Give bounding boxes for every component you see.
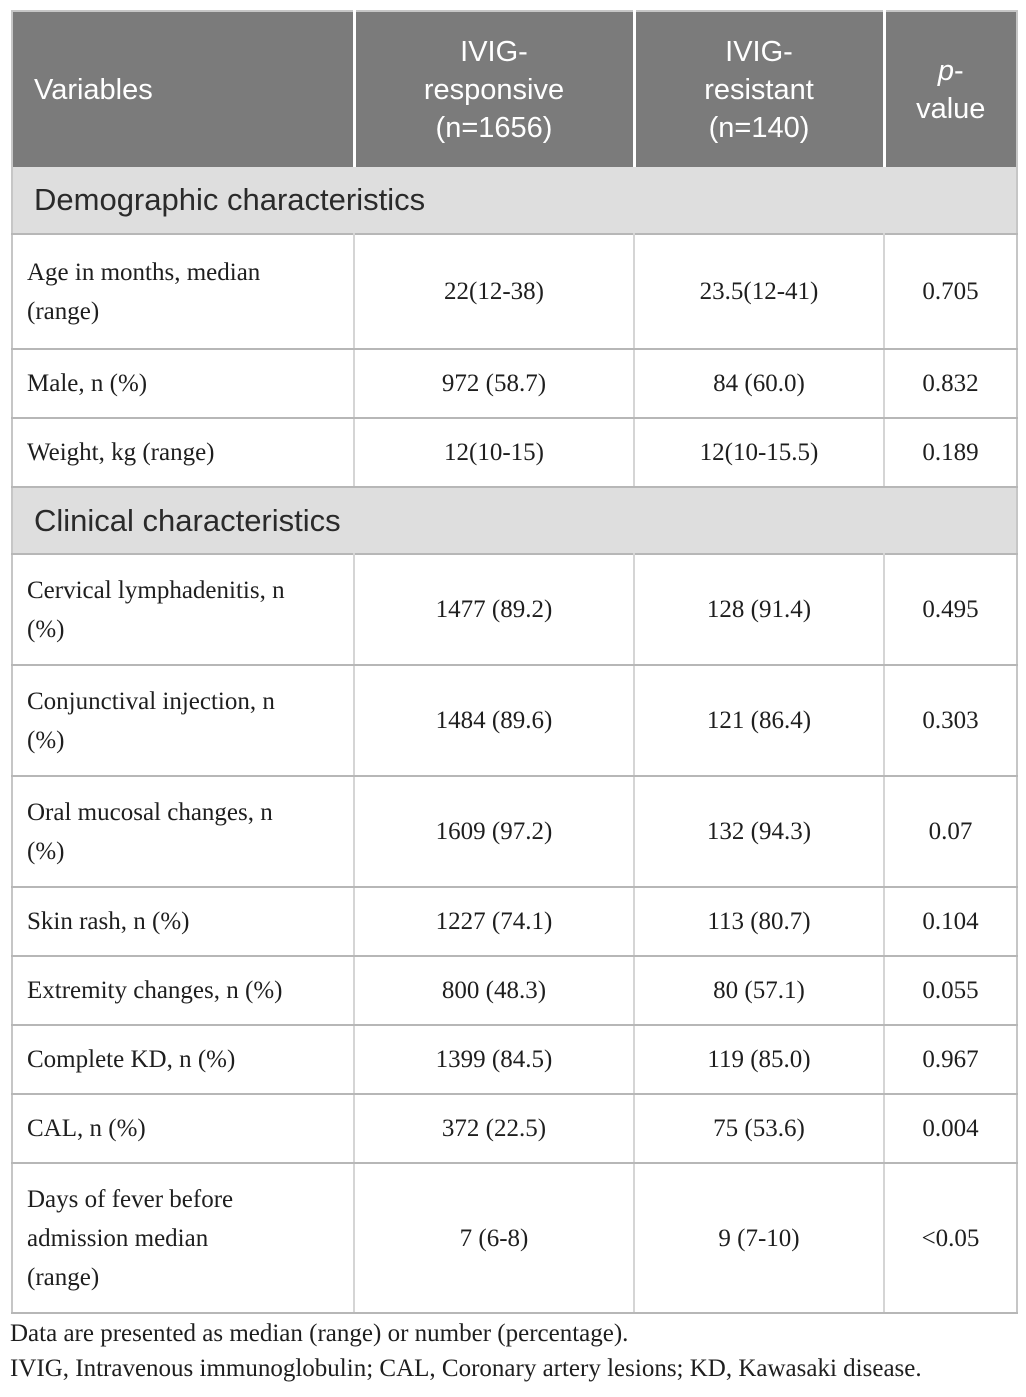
cell-responsive: 22(12-38) <box>353 233 635 350</box>
cell-resistant: 12(10-15.5) <box>633 417 885 488</box>
cell-p-value: <0.05 <box>883 1162 1017 1314</box>
footnote-data-presentation: Data are presented as median (range) or … <box>10 1320 629 1347</box>
header-variables: Variables <box>12 11 354 167</box>
row-label: Extremity changes, n (%) <box>12 955 355 1026</box>
section-clinical: Clinical characteristics <box>12 487 1017 554</box>
cell-resistant: 80 (57.1) <box>633 955 885 1026</box>
header-p-value: p- value <box>882 11 1017 167</box>
footnote-abbreviations: IVIG, Intravenous immunoglobulin; CAL, C… <box>10 1355 922 1382</box>
row-label: Weight, kg (range) <box>12 417 355 488</box>
table-row: Days of fever before admission median (r… <box>12 1162 1017 1314</box>
row-label: Skin rash, n (%) <box>12 886 355 957</box>
cell-p-value: 0.189 <box>883 417 1017 488</box>
table-row: Complete KD, n (%) 1399 (84.5) 119 (85.0… <box>12 1024 1017 1095</box>
cell-p-value: 0.104 <box>883 886 1017 957</box>
cell-resistant: 128 (91.4) <box>633 553 885 666</box>
cell-p-value: 0.967 <box>883 1024 1017 1095</box>
row-label: CAL, n (%) <box>12 1093 355 1164</box>
row-label: Conjunctival injection, n (%) <box>12 664 355 777</box>
cell-responsive: 800 (48.3) <box>353 955 635 1026</box>
header-p-dash: - <box>953 54 964 87</box>
section-demographic: Demographic characteristics <box>12 167 1017 234</box>
table-row: Oral mucosal changes, n (%) 1609 (97.2) … <box>12 775 1017 888</box>
cell-responsive: 1484 (89.6) <box>353 664 635 777</box>
cell-resistant: 119 (85.0) <box>633 1024 885 1095</box>
table-footnotes: Data are presented as median (range) or … <box>10 1316 1020 1386</box>
section-title: Clinical characteristics <box>12 487 1017 554</box>
cell-p-value: 0.055 <box>883 955 1017 1026</box>
cell-p-value: 0.004 <box>883 1093 1017 1164</box>
cell-responsive: 372 (22.5) <box>353 1093 635 1164</box>
table-row: Age in months, median (range) 22(12-38) … <box>12 233 1017 350</box>
table-row: Skin rash, n (%) 1227 (74.1) 113 (80.7) … <box>12 886 1017 957</box>
row-label: Age in months, median (range) <box>12 233 355 350</box>
cell-p-value: 0.705 <box>883 233 1017 350</box>
cell-resistant: 84 (60.0) <box>633 348 885 419</box>
cell-resistant: 9 (7-10) <box>633 1162 885 1314</box>
table-row: Weight, kg (range) 12(10-15) 12(10-15.5)… <box>12 417 1017 488</box>
table-header-row: Variables IVIG- responsive (n=1656) IVIG… <box>12 11 1017 167</box>
cell-p-value: 0.07 <box>883 775 1017 888</box>
table-row: CAL, n (%) 372 (22.5) 75 (53.6) 0.004 <box>12 1093 1017 1164</box>
cell-resistant: 23.5(12-41) <box>633 233 885 350</box>
table-row: Male, n (%) 972 (58.7) 84 (60.0) 0.832 <box>12 348 1017 419</box>
section-title: Demographic characteristics <box>12 167 1017 234</box>
row-label: Complete KD, n (%) <box>12 1024 355 1095</box>
cell-resistant: 121 (86.4) <box>633 664 885 777</box>
cell-resistant: 132 (94.3) <box>633 775 885 888</box>
table-row: Cervical lymphadenitis, n (%) 1477 (89.2… <box>12 553 1017 666</box>
cell-p-value: 0.495 <box>883 553 1017 666</box>
header-p-italic: p <box>937 54 954 87</box>
cell-resistant: 113 (80.7) <box>633 886 885 957</box>
results-table: Variables IVIG- responsive (n=1656) IVIG… <box>11 10 1018 1314</box>
row-label: Oral mucosal changes, n (%) <box>12 775 355 888</box>
cell-responsive: 972 (58.7) <box>353 348 635 419</box>
header-ivig-responsive: IVIG- responsive (n=1656) <box>352 11 634 167</box>
cell-responsive: 1609 (97.2) <box>353 775 635 888</box>
cell-responsive: 12(10-15) <box>353 417 635 488</box>
header-p-value-line2: value <box>916 92 986 125</box>
cell-p-value: 0.832 <box>883 348 1017 419</box>
cell-responsive: 1227 (74.1) <box>353 886 635 957</box>
header-ivig-resistant: IVIG- resistant (n=140) <box>632 11 884 167</box>
cell-p-value: 0.303 <box>883 664 1017 777</box>
row-label: Male, n (%) <box>12 348 355 419</box>
row-label: Cervical lymphadenitis, n (%) <box>12 553 355 666</box>
cell-responsive: 7 (6-8) <box>353 1162 635 1314</box>
table-row: Extremity changes, n (%) 800 (48.3) 80 (… <box>12 955 1017 1026</box>
cell-responsive: 1477 (89.2) <box>353 553 635 666</box>
cell-resistant: 75 (53.6) <box>633 1093 885 1164</box>
table-row: Conjunctival injection, n (%) 1484 (89.6… <box>12 664 1017 777</box>
row-label: Days of fever before admission median (r… <box>12 1162 355 1314</box>
cell-responsive: 1399 (84.5) <box>353 1024 635 1095</box>
